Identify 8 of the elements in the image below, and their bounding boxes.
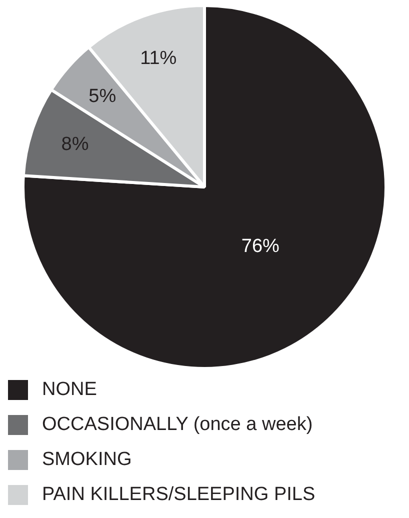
legend-label: SMOKING (42, 448, 132, 470)
data-label: 76% (241, 236, 280, 257)
legend-label: NONE (42, 378, 97, 400)
data-label: 11% (140, 48, 177, 70)
data-label: 8% (61, 134, 89, 156)
data-label: 5% (88, 86, 116, 108)
legend-label: PAIN KILLERS/SLEEPING PILS (42, 484, 316, 506)
legend-label: OCCASIONALLY (once a week) (42, 414, 313, 436)
